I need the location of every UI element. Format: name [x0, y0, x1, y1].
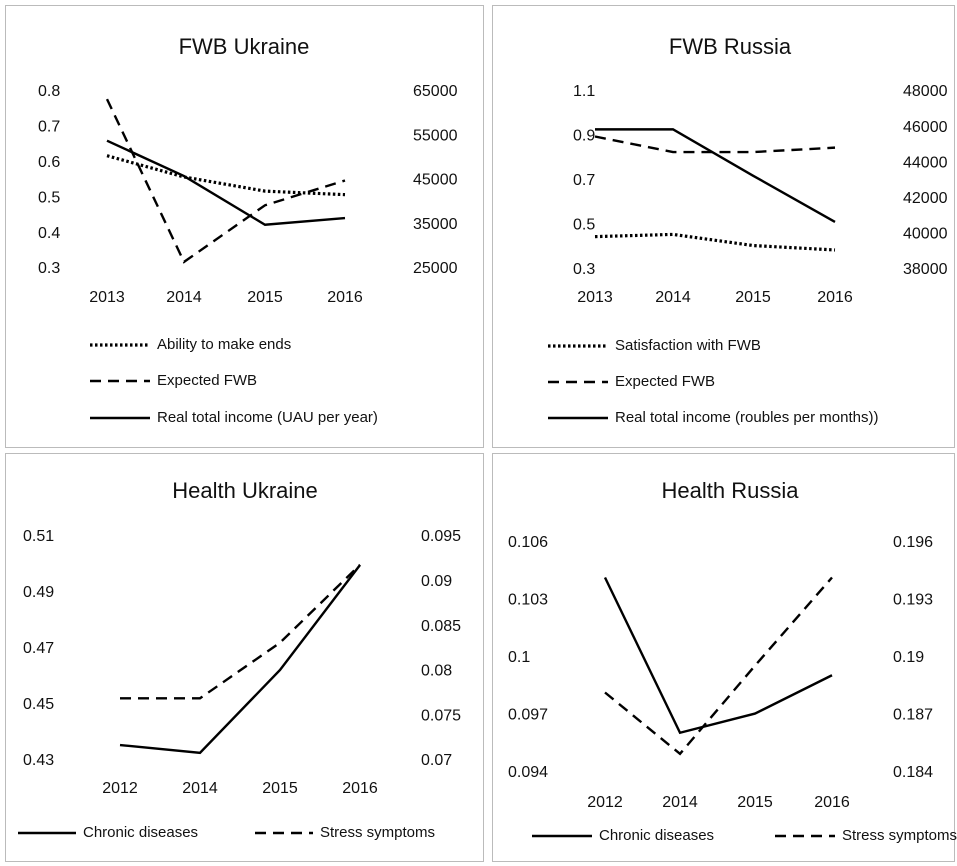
x-tick-label: 2014: [655, 289, 691, 306]
y2-tick-label: 25000: [413, 260, 458, 277]
x-tick-label: 2015: [735, 289, 771, 306]
y2-tick-label: 0.095: [421, 528, 461, 545]
y-tick-label: 0.1: [508, 649, 530, 666]
y-tick-label: 0.106: [508, 534, 548, 551]
y-tick-label: 0.3: [573, 261, 595, 278]
chart-title: FWB Russia: [669, 34, 792, 59]
series-line: [595, 128, 836, 223]
y2-tick-label: 35000: [413, 216, 458, 233]
x-tick-label: 2013: [577, 289, 613, 306]
y2-tick-label: 0.07: [421, 752, 452, 769]
y2-tick-label: 0.187: [893, 707, 933, 724]
x-tick-label: 2012: [587, 794, 623, 811]
y2-tick-label: 48000: [903, 83, 948, 100]
y2-tick-label: 38000: [903, 261, 948, 278]
y-tick-label: 0.6: [38, 154, 60, 171]
y-tick-label: 1.1: [573, 83, 595, 100]
series-line: [105, 98, 346, 264]
y2-tick-label: 0.085: [421, 618, 461, 635]
y-tick-label: 0.097: [508, 707, 548, 724]
y-tick-label: 0.49: [23, 584, 54, 601]
x-tick-label: 2015: [737, 794, 773, 811]
y-tick-label: 0.43: [23, 752, 54, 769]
legend-label: Satisfaction with FWB: [615, 337, 761, 354]
series-line: [604, 576, 833, 756]
y-tick-label: 0.5: [573, 217, 595, 234]
x-tick-label: 2014: [662, 794, 698, 811]
legend-label: Stress symptoms: [320, 824, 435, 841]
chart-title: Health Ukraine: [172, 478, 318, 503]
y2-tick-label: 55000: [413, 127, 458, 144]
legend-label: Ability to make ends: [157, 336, 291, 353]
y-tick-label: 0.4: [38, 225, 60, 242]
x-tick-label: 2014: [166, 289, 202, 306]
y-tick-label: 0.45: [23, 696, 54, 713]
legend-label: Chronic diseases: [83, 824, 198, 841]
panel-border: [5, 5, 484, 448]
panel-border: [5, 453, 484, 862]
y-tick-label: 0.8: [38, 83, 60, 100]
y2-tick-label: 65000: [413, 83, 458, 100]
y-tick-label: 0.7: [38, 119, 60, 136]
series-line: [119, 564, 361, 755]
legend-label: Stress symptoms: [842, 827, 957, 844]
y2-tick-label: 0.184: [893, 764, 933, 781]
series-line: [603, 576, 833, 735]
x-tick-label: 2012: [102, 780, 138, 797]
y-tick-label: 0.094: [508, 764, 548, 781]
y-tick-label: 0.7: [573, 172, 595, 189]
y-tick-label: 0.9: [573, 128, 595, 145]
y2-tick-label: 42000: [903, 190, 948, 207]
y2-tick-label: 0.193: [893, 592, 933, 609]
y2-tick-label: 0.09: [421, 573, 452, 590]
legend-label: Expected FWB: [615, 373, 715, 390]
y2-tick-label: 0.075: [421, 707, 461, 724]
y-tick-label: 0.5: [38, 189, 60, 206]
series-line: [106, 139, 346, 226]
x-tick-label: 2015: [247, 289, 283, 306]
x-tick-label: 2014: [182, 780, 218, 797]
x-tick-label: 2013: [89, 289, 125, 306]
chart-title: FWB Ukraine: [179, 34, 310, 59]
legend-label: Real total income (roubles per months)): [615, 409, 878, 426]
y2-tick-label: 0.196: [893, 534, 933, 551]
y2-tick-label: 0.08: [421, 663, 452, 680]
y-tick-label: 0.51: [23, 528, 54, 545]
x-tick-label: 2016: [327, 289, 363, 306]
y2-tick-label: 0.19: [893, 649, 924, 666]
panel-border: [492, 453, 955, 862]
legend-label: Expected FWB: [157, 372, 257, 389]
y-tick-label: 0.3: [38, 260, 60, 277]
y2-tick-label: 44000: [903, 154, 948, 171]
series-line: [594, 135, 836, 154]
x-tick-label: 2016: [817, 289, 853, 306]
x-tick-label: 2016: [342, 780, 378, 797]
panel-border: [492, 5, 955, 448]
chart-title: Health Russia: [662, 478, 800, 503]
series-line: [106, 154, 346, 197]
y-tick-label: 0.103: [508, 592, 548, 609]
y-tick-label: 0.47: [23, 640, 54, 657]
series-line: [120, 563, 361, 700]
legend-label: Chronic diseases: [599, 827, 714, 844]
y2-tick-label: 40000: [903, 226, 948, 243]
x-tick-label: 2016: [814, 794, 850, 811]
series-line: [594, 232, 836, 252]
y2-tick-label: 46000: [903, 119, 948, 136]
legend-label: Real total income (UAU per year): [157, 409, 378, 426]
x-tick-label: 2015: [262, 780, 298, 797]
y2-tick-label: 45000: [413, 172, 458, 189]
